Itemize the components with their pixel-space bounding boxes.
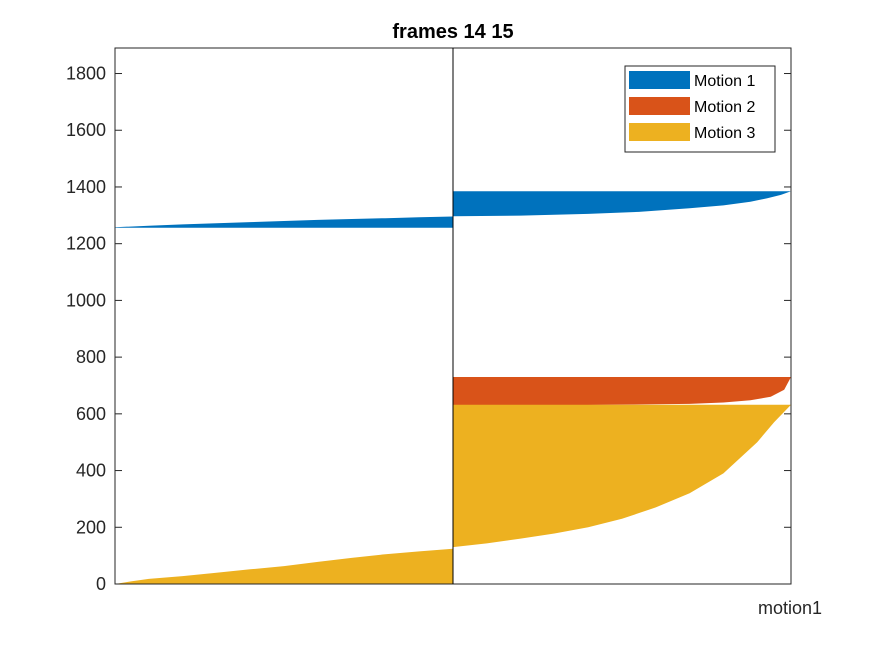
y-tick-label: 0 xyxy=(96,574,106,594)
legend: Motion 1 Motion 2 Motion 3 xyxy=(624,65,776,153)
area-left-motion1 xyxy=(115,216,453,228)
y-tick-label: 200 xyxy=(76,517,106,537)
chart-title: frames 14 15 xyxy=(392,21,513,43)
area-right-motion3 xyxy=(453,404,791,548)
legend-swatch-motion3 xyxy=(629,123,690,141)
y-tick-label: 800 xyxy=(76,347,106,367)
x-axis-label: motion1 xyxy=(758,598,822,618)
y-tick-label: 600 xyxy=(76,404,106,424)
y-tick-label: 1600 xyxy=(66,120,106,140)
y-tick-label: 1400 xyxy=(66,177,106,197)
area-left-motion3 xyxy=(115,548,453,584)
y-tick-label: 400 xyxy=(76,461,106,481)
chart-areas xyxy=(115,191,791,584)
legend-swatch-motion2 xyxy=(629,97,690,115)
area-right-motion2 xyxy=(453,376,791,406)
area-right-motion1 xyxy=(453,191,791,217)
y-tick-label: 1200 xyxy=(66,234,106,254)
y-tick-label: 1800 xyxy=(66,64,106,84)
y-tick-label: 1000 xyxy=(66,290,106,310)
legend-swatch-motion1 xyxy=(629,71,690,89)
legend-label-motion2: Motion 2 xyxy=(694,99,755,116)
legend-label-motion1: Motion 1 xyxy=(694,73,755,90)
chart-axes: 0 200 400 600 800 1000 1200 1400 1600 1800 xyxy=(66,47,792,594)
legend-label-motion3: Motion 3 xyxy=(694,125,755,142)
